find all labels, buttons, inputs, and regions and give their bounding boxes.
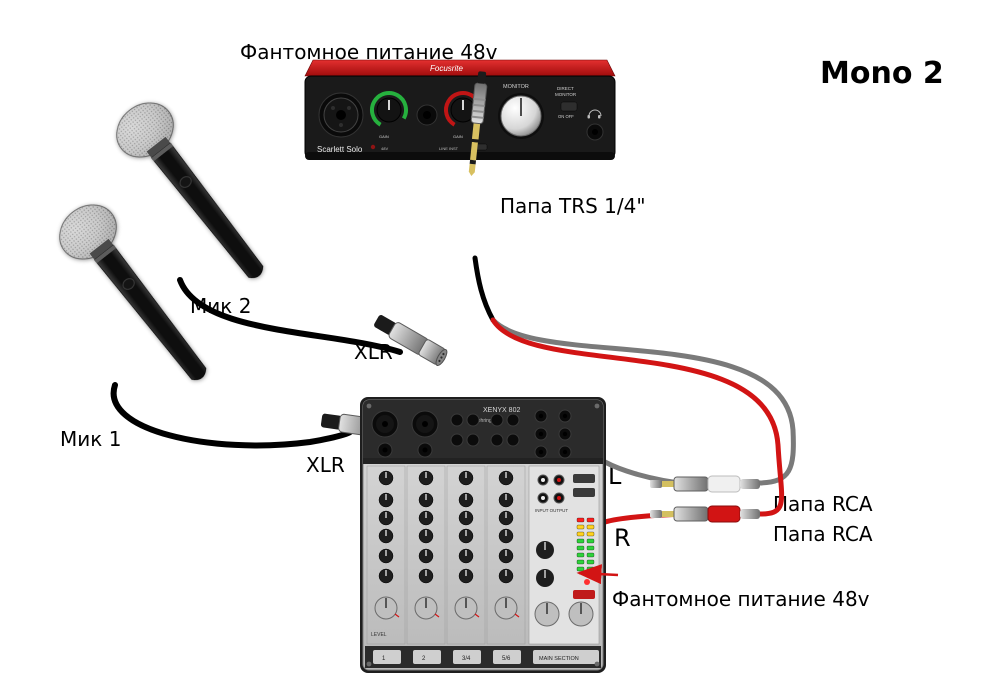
xlr-plug-1 [372,312,449,367]
rca-plug-red [650,506,760,522]
svg-text:MAIN SECTION: MAIN SECTION [539,656,579,662]
svg-text:INPUT OUTPUT: INPUT OUTPUT [535,508,568,513]
svg-text:3/4: 3/4 [462,656,471,662]
cable-trs-stub [475,258,493,320]
svg-text:ON OFF: ON OFF [558,114,574,119]
svg-text:48V: 48V [381,146,388,151]
svg-text:LEVEL: LEVEL [371,632,387,638]
cable-mic2-xlr [180,280,400,352]
cable-mic1-xlr [114,385,350,445]
svg-text:Focusrite: Focusrite [430,64,463,73]
rca-plug-white [650,476,760,492]
svg-text:GAIN: GAIN [453,134,463,139]
microphone-1 [49,194,226,396]
diagram-canvas: Focusrite GAIN 48V GAIN LINE INST [0,0,1000,700]
svg-text:XENYX 802: XENYX 802 [483,407,520,414]
svg-text:MONITOR: MONITOR [503,84,529,90]
svg-text:DIRECT: DIRECT [557,86,574,91]
svg-text:GAIN: GAIN [379,134,389,139]
audio-interface: Focusrite GAIN 48V GAIN LINE INST [305,60,615,160]
svg-text:Scarlett Solo: Scarlett Solo [317,145,363,154]
microphone-2 [106,92,283,294]
svg-text:LINE INST: LINE INST [439,146,459,151]
svg-text:MONITOR: MONITOR [555,92,577,97]
svg-text:5/6: 5/6 [502,656,511,662]
mixer: XENYX 802 behringer INPUT OUTPUT LEVEL12… [360,397,606,673]
